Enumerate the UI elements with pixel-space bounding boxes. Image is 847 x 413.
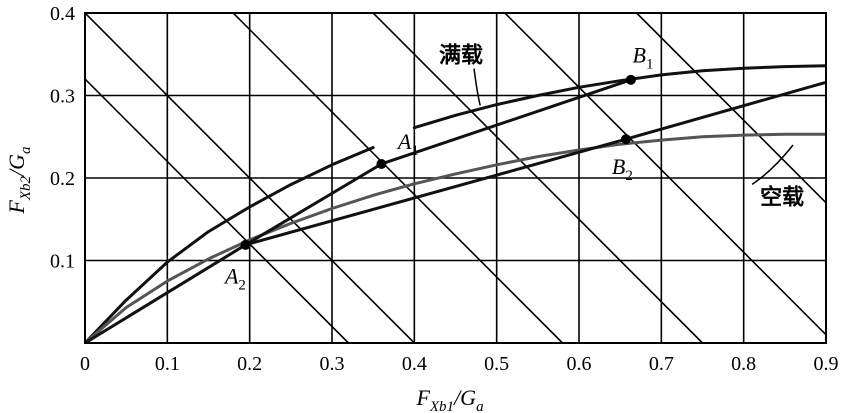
y-tick-label: 0.1	[50, 251, 75, 273]
grid	[85, 13, 826, 343]
empty-load-curve	[85, 132, 826, 343]
x-axis-label: FXb1/Ga	[415, 385, 483, 413]
x-tick-label: 0.6	[567, 353, 592, 375]
y-tick-label: 0.4	[50, 3, 75, 25]
x-tick-label: 0	[80, 353, 90, 375]
x-tick-label: 0.9	[814, 353, 839, 375]
point-a1	[376, 158, 387, 169]
diagonal-line	[834, 13, 847, 343]
y-tick-labels: 0.1 0.2 0.3 0.4	[50, 3, 75, 273]
empty-load-label: 空载	[760, 184, 804, 210]
y-tick-label: 0.2	[50, 168, 75, 190]
construction-line	[85, 78, 633, 343]
diagonal-line	[372, 13, 704, 343]
point-label-a1: A1	[396, 129, 419, 159]
label-leaders	[473, 68, 794, 186]
diagonal-line	[636, 13, 826, 204]
diagonal-line	[232, 13, 564, 343]
x-tick-label: 0.7	[649, 353, 674, 375]
plot-frame	[84, 12, 827, 344]
x-tick-label: 0.1	[155, 353, 180, 375]
series-layer	[85, 64, 826, 343]
point-b2	[620, 134, 631, 145]
x-tick-label: 0.8	[731, 353, 756, 375]
points-layer	[240, 74, 636, 250]
point-a2	[240, 239, 251, 250]
diagonal-line	[85, 13, 415, 343]
point-label-b1: B1	[633, 43, 654, 73]
point-label-b2: B2	[612, 154, 633, 184]
diagonal-line	[85, 77, 350, 343]
y-axis-label: FXb2/Ga	[4, 146, 34, 214]
diagonal-line	[504, 13, 826, 336]
empty-load-label-leader	[751, 144, 794, 186]
full-load-label: 满载	[439, 43, 483, 69]
x-tick-label: 0.5	[484, 353, 509, 375]
x-tick-label: 0.3	[320, 353, 345, 375]
full-load-curve	[85, 146, 375, 343]
x-tick-label: 0.2	[237, 353, 262, 375]
x-tick-label: 0.4	[402, 353, 427, 375]
full-load-label-leader	[473, 68, 481, 106]
x-tick-labels: 0 0.1 0.2 0.3 0.4 0.5 0.6 0.7 0.8 0.9	[80, 353, 839, 375]
point-label-a2: A2	[223, 264, 246, 294]
diagonal-lines	[85, 13, 847, 343]
y-tick-label: 0.3	[50, 86, 75, 108]
point-b1	[625, 74, 636, 85]
full-load-curve	[412, 64, 826, 130]
